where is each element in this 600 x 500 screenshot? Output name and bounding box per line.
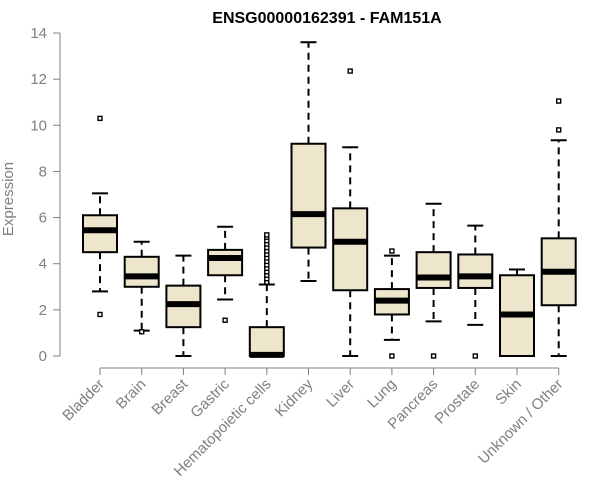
outlier-point: [556, 127, 562, 133]
y-tick-label: 12: [30, 71, 47, 88]
box-group: [248, 232, 285, 358]
y-tick-label: 14: [30, 25, 47, 42]
outlier-point: [389, 248, 395, 254]
outlier-point: [138, 329, 145, 335]
box-group: [540, 98, 577, 357]
y-tick-label: 10: [30, 117, 47, 134]
x-tick-label: Breast: [149, 375, 192, 418]
box-group: [290, 41, 327, 283]
box-iqr: [332, 207, 369, 292]
box-iqr: [290, 142, 327, 249]
box-group: [332, 68, 369, 357]
x-tick-label: Bladder: [59, 376, 108, 425]
chart-title: ENSG00000162391 - FAM151A: [212, 10, 442, 27]
y-tick-label: 0: [39, 348, 47, 365]
box-iqr: [248, 326, 285, 357]
y-tick-label: 4: [39, 256, 47, 273]
box-iqr: [123, 255, 160, 288]
box-group: [457, 224, 494, 359]
plot-area: [82, 41, 577, 359]
box-group: [415, 202, 452, 359]
box-group: [82, 115, 118, 318]
outlier-point: [389, 353, 395, 359]
outlier-point: [472, 353, 478, 359]
x-tick-label: Liver: [323, 376, 358, 411]
box-iqr: [82, 214, 118, 254]
box-iqr: [207, 248, 244, 277]
outlier-point: [97, 311, 103, 318]
y-tick-label: 2: [39, 302, 47, 319]
x-tick-label: Kidney: [272, 375, 317, 420]
box-group: [499, 268, 535, 357]
x-tick-label: Brain: [113, 376, 150, 413]
x-tick-label: Lung: [364, 376, 400, 412]
y-tick-label: 8: [39, 163, 47, 180]
y-axis-title: Expression: [0, 162, 17, 236]
box-group: [165, 254, 202, 357]
box-group: [123, 240, 160, 335]
outlier-point: [97, 115, 103, 122]
x-tick-label: Prostate: [432, 376, 484, 428]
outlier-point: [264, 232, 270, 238]
outlier-point: [222, 317, 228, 323]
box-group: [373, 248, 410, 359]
outlier-point: [347, 68, 353, 74]
box-group: [207, 225, 244, 323]
y-axis: 0 2 4 6 8 10 12 14: [30, 25, 61, 365]
box-iqr: [457, 253, 494, 289]
outlier-point: [430, 353, 437, 359]
x-tick-label: Skin: [492, 376, 525, 409]
y-tick-label: 6: [39, 210, 47, 227]
box-iqr: [415, 251, 452, 289]
outlier-point: [556, 98, 562, 104]
